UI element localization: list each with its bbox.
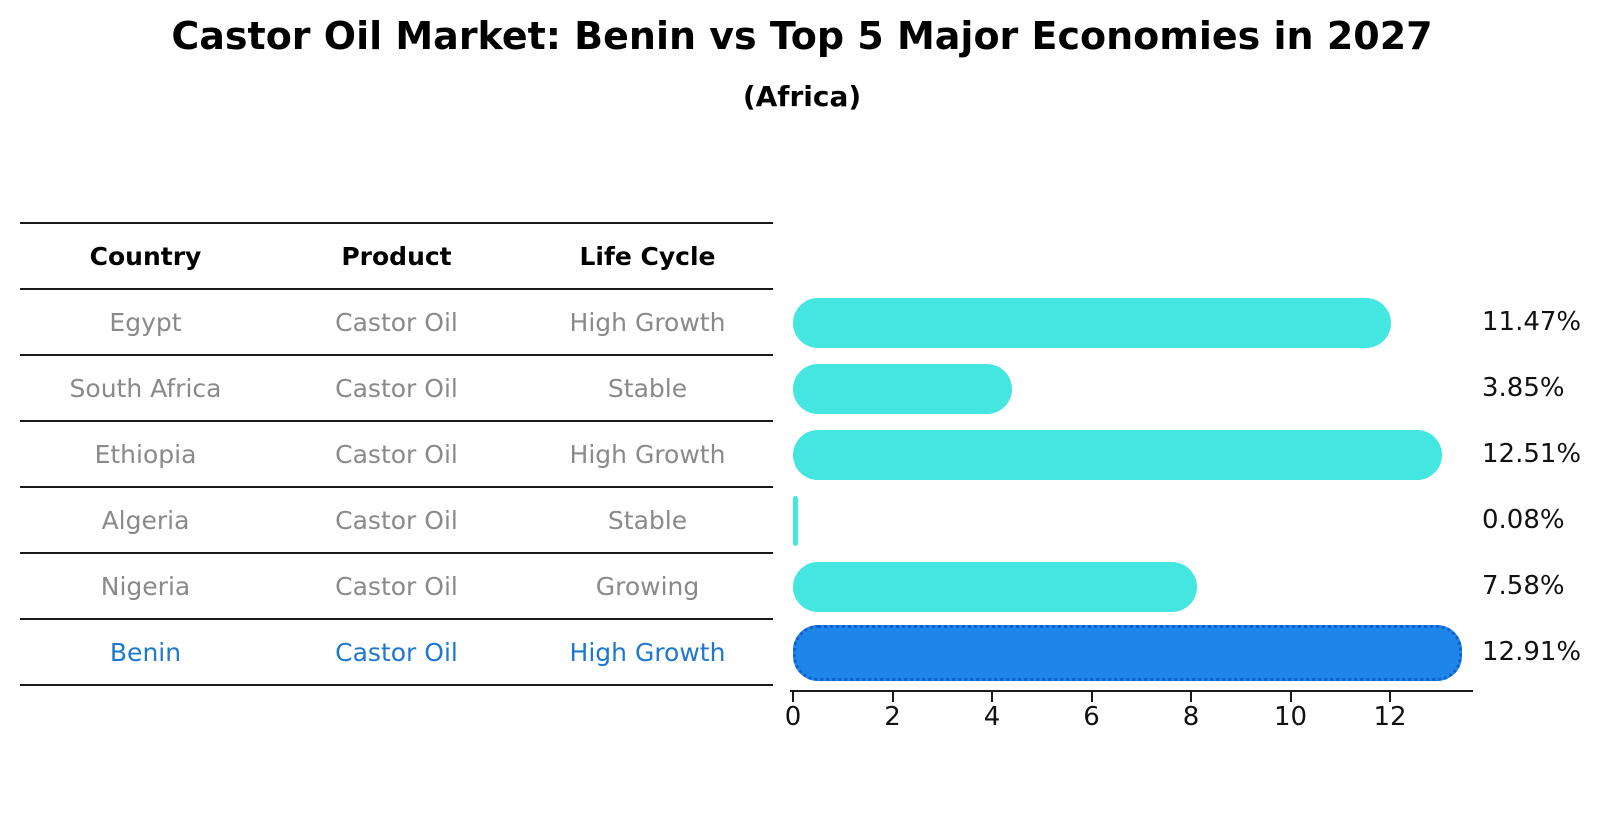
- bar-egypt: [793, 298, 1391, 348]
- value-label-egypt: 11.47%: [1482, 307, 1582, 337]
- cell-life_cycle: Stable: [607, 373, 688, 403]
- x-tick-mark: [1389, 690, 1391, 702]
- x-tick-label: 4: [983, 702, 1001, 732]
- chart-title: Castor Oil Market: Benin vs Top 5 Major …: [171, 14, 1433, 58]
- x-tick-label: 10: [1273, 702, 1308, 732]
- cell-life_cycle: Growing: [595, 571, 700, 601]
- column-header-country: Country: [89, 241, 202, 271]
- chart-subtitle: (Africa): [742, 80, 862, 113]
- x-tick-mark: [792, 690, 794, 702]
- x-tick-mark: [1190, 690, 1192, 702]
- cell-life_cycle: High Growth: [569, 637, 726, 667]
- value-label-algeria: 0.08%: [1482, 505, 1565, 535]
- cell-country: Algeria: [101, 505, 190, 535]
- x-tick-label: 12: [1373, 702, 1407, 732]
- cell-life_cycle: Stable: [607, 505, 688, 535]
- x-tick-label: 0: [784, 702, 802, 732]
- cell-country: Egypt: [109, 307, 182, 337]
- value-label-south-africa: 3.85%: [1482, 373, 1565, 403]
- x-tick-mark: [1289, 690, 1292, 702]
- cell-country: Nigeria: [100, 571, 191, 601]
- cell-life_cycle: High Growth: [569, 439, 726, 469]
- column-header-life_cycle: Life Cycle: [579, 241, 716, 271]
- value-label-nigeria: 7.58%: [1482, 571, 1565, 601]
- cell-country: Ethiopia: [94, 439, 197, 469]
- x-axis-line: [790, 690, 1473, 692]
- cell-product: Castor Oil: [335, 505, 458, 535]
- cell-product: Castor Oil: [335, 637, 458, 667]
- cell-product: Castor Oil: [335, 307, 458, 337]
- table-row-benin: Benin Castor Oil High Growth: [20, 620, 773, 686]
- bar-south-africa: [793, 364, 1012, 414]
- x-tick-mark: [991, 690, 993, 702]
- cell-product: Castor Oil: [335, 439, 458, 469]
- x-tick-mark: [1090, 690, 1093, 702]
- table-row-egypt: Egypt Castor Oil High Growth: [20, 290, 773, 356]
- table-row-ethiopia: Ethiopia Castor Oil High Growth: [20, 422, 773, 488]
- cell-product: Castor Oil: [335, 373, 458, 403]
- column-header-product: Product: [341, 241, 452, 271]
- bar-ethiopia: [793, 430, 1442, 480]
- bar-nigeria: [793, 562, 1197, 612]
- bar-algeria: [793, 496, 798, 546]
- x-tick-mark: [891, 690, 894, 702]
- cell-product: Castor Oil: [335, 571, 458, 601]
- x-tick-label: 8: [1182, 702, 1200, 732]
- value-label-ethiopia: 12.51%: [1482, 439, 1582, 469]
- table-header-row: Country Product Life Cycle: [20, 222, 773, 290]
- cell-country: South Africa: [69, 373, 222, 403]
- table-body: Egypt Castor Oil High Growth South Africa Ca…: [20, 290, 773, 686]
- table-row-south-africa: South Africa Castor Oil Stable: [20, 356, 773, 422]
- table-row-nigeria: Nigeria Castor Oil Growing: [20, 554, 773, 620]
- table-row-algeria: Algeria Castor Oil Stable: [20, 488, 773, 554]
- cell-country: Benin: [109, 637, 182, 667]
- country-table: Country Product Life Cycle Egypt Castor Oil…: [20, 222, 773, 686]
- x-tick-label: 2: [884, 702, 901, 732]
- cell-life_cycle: High Growth: [569, 307, 726, 337]
- x-tick-label: 6: [1083, 702, 1100, 732]
- bar-benin: [793, 625, 1462, 681]
- value-label-benin: 12.91%: [1482, 637, 1582, 667]
